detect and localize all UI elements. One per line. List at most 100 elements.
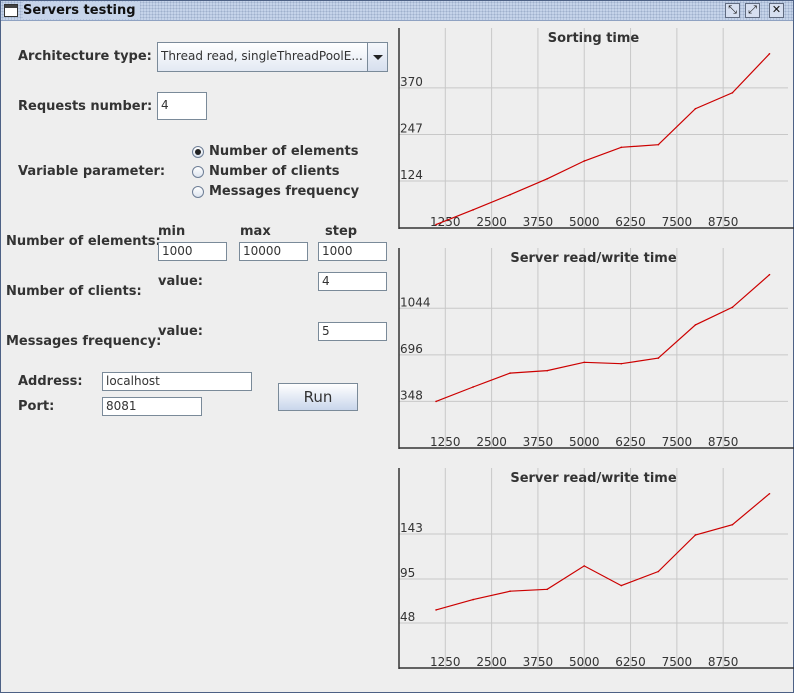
x-tick-label: 1250	[430, 435, 461, 449]
elements-label: Number of elements:	[6, 234, 161, 249]
plot-area	[399, 468, 788, 668]
run-button[interactable]: Run	[278, 383, 358, 411]
x-tick-label: 2500	[476, 435, 507, 449]
x-tick-label: 2500	[476, 215, 507, 229]
radio-button[interactable]	[192, 186, 204, 198]
x-tick-label: 6250	[615, 215, 646, 229]
data-point	[695, 534, 697, 536]
iconify-icon[interactable]: ⤡	[725, 3, 740, 18]
radio-label: Number of elements	[209, 144, 359, 159]
plot-area	[399, 28, 788, 228]
data-point	[583, 565, 585, 567]
data-point	[509, 590, 511, 592]
data-point	[732, 92, 734, 94]
data-point	[695, 324, 697, 326]
sorting-time-chart: 1250 2500 3750 5000 6250 7500 8750 124 247 370 Sor…	[396, 28, 794, 241]
clients-value-label: value:	[158, 274, 203, 289]
variable-label: Variable parameter:	[18, 164, 165, 179]
data-point	[732, 524, 734, 526]
y-tick-label: 370	[400, 75, 423, 89]
radio-label: Messages frequency	[209, 184, 359, 199]
requests-label: Requests number:	[18, 99, 152, 114]
window-title: Servers testing	[23, 2, 140, 19]
dropdown-arrow-icon[interactable]	[367, 43, 387, 71]
close-icon[interactable]: ✕	[769, 3, 784, 18]
x-tick-label: 2500	[476, 655, 507, 669]
frequency-label: Messages frequency:	[6, 334, 161, 349]
data-point	[509, 194, 511, 196]
radio-label: Number of clients	[209, 164, 340, 179]
plot-area	[399, 248, 788, 448]
radio-button-checked[interactable]	[192, 146, 204, 158]
step-header: step	[325, 224, 357, 239]
y-tick-label: 696	[400, 342, 423, 356]
title-bar[interactable]: Servers testing ⤡ ⤢ ✕	[1, 1, 793, 21]
chart-title: Server read/write time	[510, 251, 677, 266]
data-point	[583, 160, 585, 162]
data-point	[658, 144, 660, 146]
x-tick-label: 5000	[569, 435, 600, 449]
clients-value-input[interactable]: 4	[318, 272, 387, 291]
data-point	[472, 599, 474, 601]
server-read-write-time-chart: 1250 2500 3750 5000 6250 7500 8750 348 696 1044 Se…	[396, 248, 794, 461]
x-tick-label: 6250	[615, 655, 646, 669]
y-tick-label: 247	[400, 121, 423, 135]
x-tick-label: 5000	[569, 215, 600, 229]
y-tick-label: 1044	[400, 295, 431, 309]
elements-step-input[interactable]: 1000	[318, 242, 387, 261]
chart-title: Server read/write time	[510, 471, 677, 486]
data-point	[658, 357, 660, 359]
data-point	[546, 589, 548, 591]
data-point	[658, 571, 660, 573]
clients-label: Number of clients:	[6, 284, 142, 299]
min-header: min	[158, 224, 185, 239]
data-point	[769, 493, 771, 495]
x-tick-label: 1250	[430, 655, 461, 669]
architecture-label: Architecture type:	[18, 49, 152, 64]
data-point	[769, 274, 771, 276]
port-input[interactable]: 8081	[102, 397, 202, 416]
chart-svg: 1250 2500 3750 5000 6250 7500 8750 348 696 1044 Se…	[396, 248, 794, 461]
data-point	[695, 108, 697, 110]
x-tick-label: 3750	[523, 215, 554, 229]
x-tick-label: 8750	[708, 655, 739, 669]
max-header: max	[240, 224, 271, 239]
data-point	[546, 370, 548, 372]
data-point	[472, 209, 474, 211]
data-point	[435, 609, 437, 611]
y-tick-label: 48	[400, 610, 415, 624]
radio-button[interactable]	[192, 166, 204, 178]
y-tick-label: 124	[400, 168, 423, 182]
address-label: Address:	[18, 374, 83, 389]
x-tick-label: 3750	[523, 435, 554, 449]
architecture-select[interactable]: Thread read, singleThreadPoolE...	[157, 42, 388, 72]
x-tick-label: 6250	[615, 435, 646, 449]
y-tick-label: 95	[400, 566, 415, 580]
x-tick-label: 3750	[523, 655, 554, 669]
y-tick-label: 143	[400, 521, 423, 535]
data-point	[509, 372, 511, 374]
elements-max-input[interactable]: 10000	[239, 242, 308, 261]
data-point	[472, 386, 474, 388]
frequency-value-label: value:	[158, 324, 203, 339]
data-point	[732, 307, 734, 309]
data-point	[546, 178, 548, 180]
maximize-icon[interactable]: ⤢	[745, 3, 760, 18]
address-input[interactable]: localhost	[102, 372, 252, 391]
frequency-value-input[interactable]: 5	[318, 322, 387, 341]
elements-min-input[interactable]: 1000	[158, 242, 227, 261]
x-tick-label: 8750	[708, 215, 739, 229]
requests-input[interactable]: 4	[157, 92, 207, 120]
x-tick-label: 8750	[708, 435, 739, 449]
data-point	[435, 401, 437, 403]
data-point	[620, 585, 622, 587]
data-point	[620, 147, 622, 149]
x-tick-label: 7500	[662, 435, 693, 449]
window-icon	[4, 4, 18, 17]
data-point	[435, 224, 437, 226]
data-point	[620, 363, 622, 365]
chart-title: Sorting time	[548, 31, 640, 46]
x-tick-label: 7500	[662, 655, 693, 669]
x-tick-label: 7500	[662, 215, 693, 229]
